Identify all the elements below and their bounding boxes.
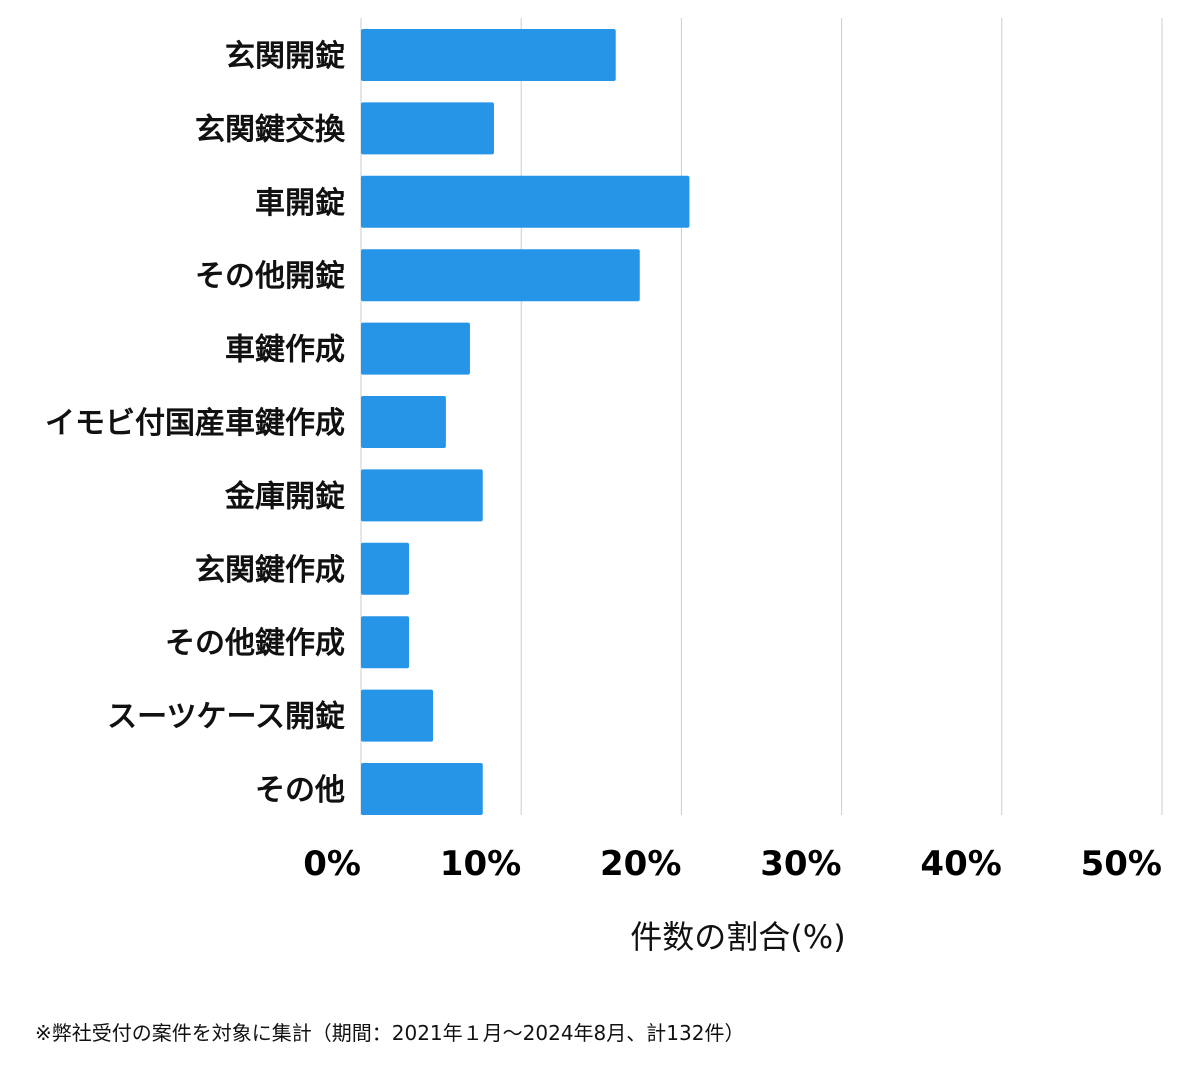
category-label-9: その他鍵作成 [165, 626, 345, 661]
bar-2 [361, 102, 494, 155]
x-tick-label-0: 0% [303, 844, 361, 884]
footnote: ※弊社受付の案件を対象に集計（期間：2021年１月〜2024年8月、計132件） [35, 1021, 745, 1045]
x-tick-labels: 0% 10% 20% 30% 40% 50% [303, 844, 1162, 884]
bar-11 [361, 763, 483, 815]
grid-lines [360, 18, 1163, 815]
bar-6 [361, 396, 446, 448]
bar-7 [361, 469, 483, 522]
bar-5 [361, 322, 470, 375]
x-tick-label-30: 30% [760, 844, 841, 884]
category-label-8: 玄関鍵作成 [195, 553, 345, 588]
x-tick-label-20: 20% [600, 844, 681, 884]
chart: 玄関開錠玄関鍵交換車開錠その他開錠車鍵作成イモビ付国産車鍵作成金庫開錠玄関鍵作成… [45, 18, 1163, 956]
category-label-6: イモビ付国産車鍵作成 [45, 406, 345, 441]
x-axis-title: 件数の割合(%) [630, 918, 845, 956]
category-label-3: 車開錠 [255, 186, 345, 221]
x-tick-label-10: 10% [440, 844, 521, 884]
bar-1 [361, 29, 616, 81]
x-tick-label-50: 50% [1081, 844, 1162, 884]
bar-chart-svg: 玄関開錠玄関鍵交換車開錠その他開錠車鍵作成イモビ付国産車鍵作成金庫開錠玄関鍵作成… [45, 18, 1163, 956]
bar-9 [361, 616, 410, 669]
category-label-7: 金庫開錠 [224, 479, 345, 514]
category-labels: 玄関開錠玄関鍵交換車開錠その他開錠車鍵作成イモビ付国産車鍵作成金庫開錠玄関鍵作成… [45, 39, 346, 808]
bar-10 [361, 689, 434, 742]
bar-8 [361, 542, 410, 595]
bar-3 [361, 175, 690, 228]
category-label-4: その他開錠 [195, 259, 345, 294]
category-label-5: 車鍵作成 [225, 333, 345, 368]
category-label-2: 玄関鍵交換 [195, 112, 346, 147]
category-label-1: 玄関開錠 [225, 39, 345, 74]
category-label-10: スーツケース開錠 [107, 700, 345, 735]
category-label-11: その他 [255, 773, 345, 808]
x-tick-label-40: 40% [920, 844, 1001, 884]
bars [361, 29, 690, 815]
bar-4 [361, 249, 640, 302]
